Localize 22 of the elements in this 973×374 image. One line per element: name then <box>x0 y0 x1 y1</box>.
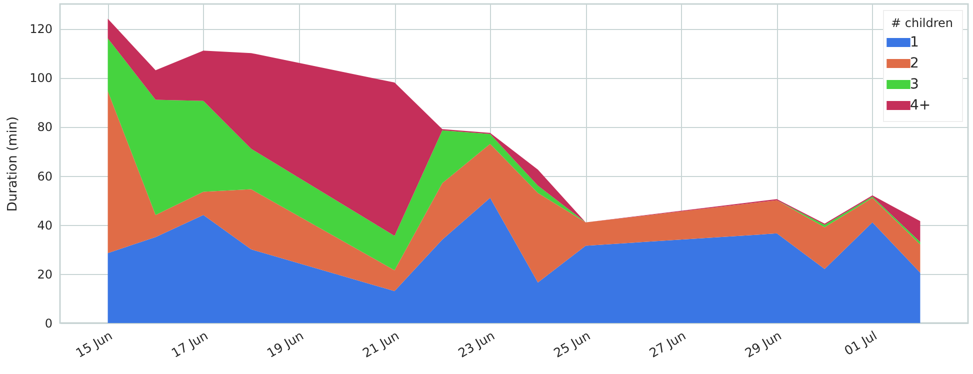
y-tick-label: 80 <box>37 120 52 134</box>
y-tick-label: 40 <box>37 218 52 232</box>
legend-label: 1 <box>910 34 919 50</box>
x-tick-label: 25 Jun <box>551 328 593 360</box>
x-tick-label: 27 Jun <box>646 328 688 360</box>
x-tick-label: 21 Jun <box>360 328 402 360</box>
x-tick-label: 23 Jun <box>455 328 498 360</box>
x-tick-label: 19 Jun <box>264 328 306 360</box>
y-axis-title: Duration (min) <box>6 116 21 212</box>
y-tick-label: 20 <box>37 267 52 282</box>
x-tick-label: 29 Jun <box>742 328 784 360</box>
legend-label: 3 <box>910 76 919 92</box>
x-tick-label: 15 Jun <box>73 328 115 360</box>
legend-title: # children <box>891 16 954 30</box>
x-tick-label: 01 Jul <box>842 328 880 358</box>
x-tick-label: 17 Jun <box>168 328 210 360</box>
y-tick-label: 120 <box>30 22 52 36</box>
y-tick-label: 60 <box>37 169 52 184</box>
legend-label: 4+ <box>910 98 931 114</box>
y-tick-label: 0 <box>44 316 52 330</box>
y-tick-label: 100 <box>30 71 52 86</box>
legend-label: 2 <box>910 56 919 72</box>
